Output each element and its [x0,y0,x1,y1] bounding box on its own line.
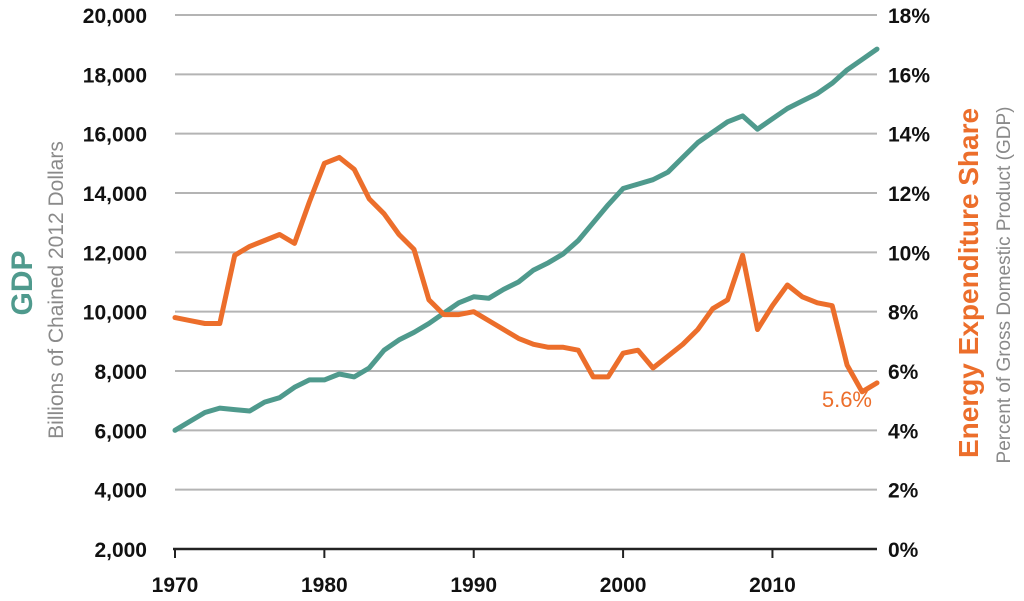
left-axis-subtitle: Billions of Chained 2012 Dollars [45,141,68,439]
right-axis-subtitle: Percent of Gross Domestic Product (GDP) [994,107,1015,464]
left-tick-label: 14,000 [83,183,147,206]
left-tick-label: 20,000 [83,5,147,28]
series-line-energy-expenditure-share [172,154,880,395]
left-tick-label: 10,000 [83,302,147,325]
right-tick-label: 4% [888,420,919,443]
left-tick-label: 4,000 [94,480,147,503]
x-tick-label: 1990 [450,574,497,597]
right-tick-label: 18% [888,5,930,28]
right-tick-label: 8% [888,302,919,325]
series-lines [172,46,880,433]
left-tick-label: 16,000 [83,124,147,147]
right-tick-label: 6% [888,361,919,384]
x-tick-label: 1980 [301,574,348,597]
left-axis-title: GDP [6,250,39,315]
x-tick-label: 2010 [749,574,796,597]
right-y-axis: 0% 2% 4% 6% 8% 10% 12% 14% 16% 18% [888,5,930,562]
x-tick-label: 2000 [600,574,647,597]
left-tick-label: 12,000 [83,242,147,265]
right-tick-label: 16% [888,64,930,87]
x-axis: 1970 1980 1990 2000 2010 [152,549,796,597]
right-tick-label: 12% [888,183,930,206]
left-tick-label: 18,000 [83,64,147,87]
right-axis-title: Energy Expenditure Share [953,108,984,458]
series-line-gdp [172,46,880,433]
left-tick-label: 8,000 [94,361,147,384]
gridlines [175,14,877,491]
right-tick-label: 10% [888,242,930,265]
annotations: 5.6% [822,387,872,412]
left-tick-label: 6,000 [94,420,147,443]
right-tick-label: 2% [888,480,919,503]
x-tick-label: 1970 [152,574,199,597]
right-tick-label: 14% [888,124,930,147]
left-tick-label: 2,000 [94,539,147,562]
left-y-axis: 2,000 4,000 6,000 8,000 10,000 12,000 14,000 16… [83,5,147,562]
right-tick-label: 0% [888,539,919,562]
data-label: 5.6% [822,387,872,412]
